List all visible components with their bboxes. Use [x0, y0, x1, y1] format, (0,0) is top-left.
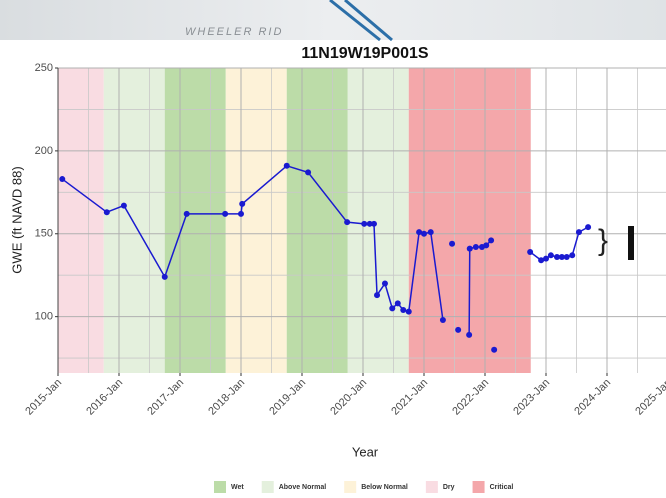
data-point — [466, 332, 472, 338]
x-tick-label: 2024-Jan — [572, 377, 613, 418]
data-point — [389, 305, 395, 311]
data-point — [162, 274, 168, 280]
data-point — [576, 229, 582, 235]
data-point — [449, 241, 455, 247]
legend-swatch — [262, 481, 274, 493]
x-tick-label: 2015-Jan — [23, 377, 64, 418]
data-point — [467, 246, 473, 252]
legend-swatch — [426, 481, 438, 493]
data-point — [491, 347, 497, 353]
x-tick-label: 2025-Jan — [633, 377, 666, 418]
data-point — [371, 221, 377, 227]
bracket: } — [598, 224, 608, 257]
data-point — [569, 252, 575, 258]
data-point — [305, 169, 311, 175]
data-point — [548, 252, 554, 258]
data-point — [564, 254, 570, 260]
data-point — [483, 242, 489, 248]
data-point — [455, 327, 461, 333]
legend-label: Below Normal — [361, 484, 408, 491]
legend-swatch — [214, 481, 226, 493]
year-type-band — [104, 68, 165, 373]
x-tick-label: 2016-Jan — [84, 377, 125, 418]
data-point — [406, 309, 412, 315]
plot: 100 150 200 250 2015-Jan 2016-Jan 2017-Jan 2018… — [23, 62, 666, 418]
x-tick-label: 2020-Jan — [328, 377, 369, 418]
year-type-band — [165, 68, 226, 373]
data-point — [400, 307, 406, 313]
y-tick-label: 100 — [35, 311, 53, 323]
data-point — [374, 292, 380, 298]
map-background — [0, 0, 666, 40]
data-point — [473, 244, 479, 250]
data-point — [440, 317, 446, 323]
data-point — [382, 280, 388, 286]
data-point — [104, 209, 110, 215]
data-point — [222, 211, 228, 217]
legend-swatch — [473, 481, 485, 493]
y-tick-label: 200 — [35, 145, 53, 157]
legend-label: Wet — [231, 484, 244, 491]
x-tick-label: 2018-Jan — [206, 377, 247, 418]
data-point — [361, 221, 367, 227]
data-point — [284, 163, 290, 169]
data-point — [121, 203, 127, 209]
data-point — [395, 300, 401, 306]
data-point — [184, 211, 190, 217]
legend-swatch — [344, 481, 356, 493]
legend-label: Above Normal — [279, 484, 327, 491]
legend-label: Dry — [443, 484, 455, 491]
data-point — [488, 237, 494, 243]
x-axis-label: Year — [352, 444, 379, 459]
data-point — [344, 219, 350, 225]
year-type-band — [287, 68, 348, 373]
x-tick-label: 2017-Jan — [145, 377, 186, 418]
map-label: WHEELER RID — [185, 26, 283, 38]
chart-panel: WHEELER RID 11N19W19P001S GWE (ft NAVD 8… — [0, 0, 666, 498]
x-tick-label: 2019-Jan — [267, 377, 308, 418]
x-tick-label: 2023-Jan — [511, 377, 552, 418]
year-type-band — [58, 68, 104, 373]
y-axis-label: GWE (ft NAVD 88) — [9, 166, 24, 273]
data-point — [59, 176, 65, 182]
cut-off-glyph — [628, 226, 634, 260]
data-point — [543, 256, 549, 262]
x-tick-label: 2022-Jan — [450, 377, 491, 418]
data-point — [421, 231, 427, 237]
x-tick-label: 2021-Jan — [389, 377, 430, 418]
data-point — [527, 249, 533, 255]
year-type-band — [226, 68, 287, 373]
year-type-band — [348, 68, 409, 373]
chart-title: 11N19W19P001S — [301, 45, 429, 62]
y-tick-label: 150 — [35, 228, 53, 240]
data-point — [239, 201, 245, 207]
y-tick-label: 250 — [35, 62, 53, 74]
legend-label: Critical — [490, 484, 514, 491]
data-point — [428, 229, 434, 235]
data-point — [585, 224, 591, 230]
data-point — [238, 211, 244, 217]
